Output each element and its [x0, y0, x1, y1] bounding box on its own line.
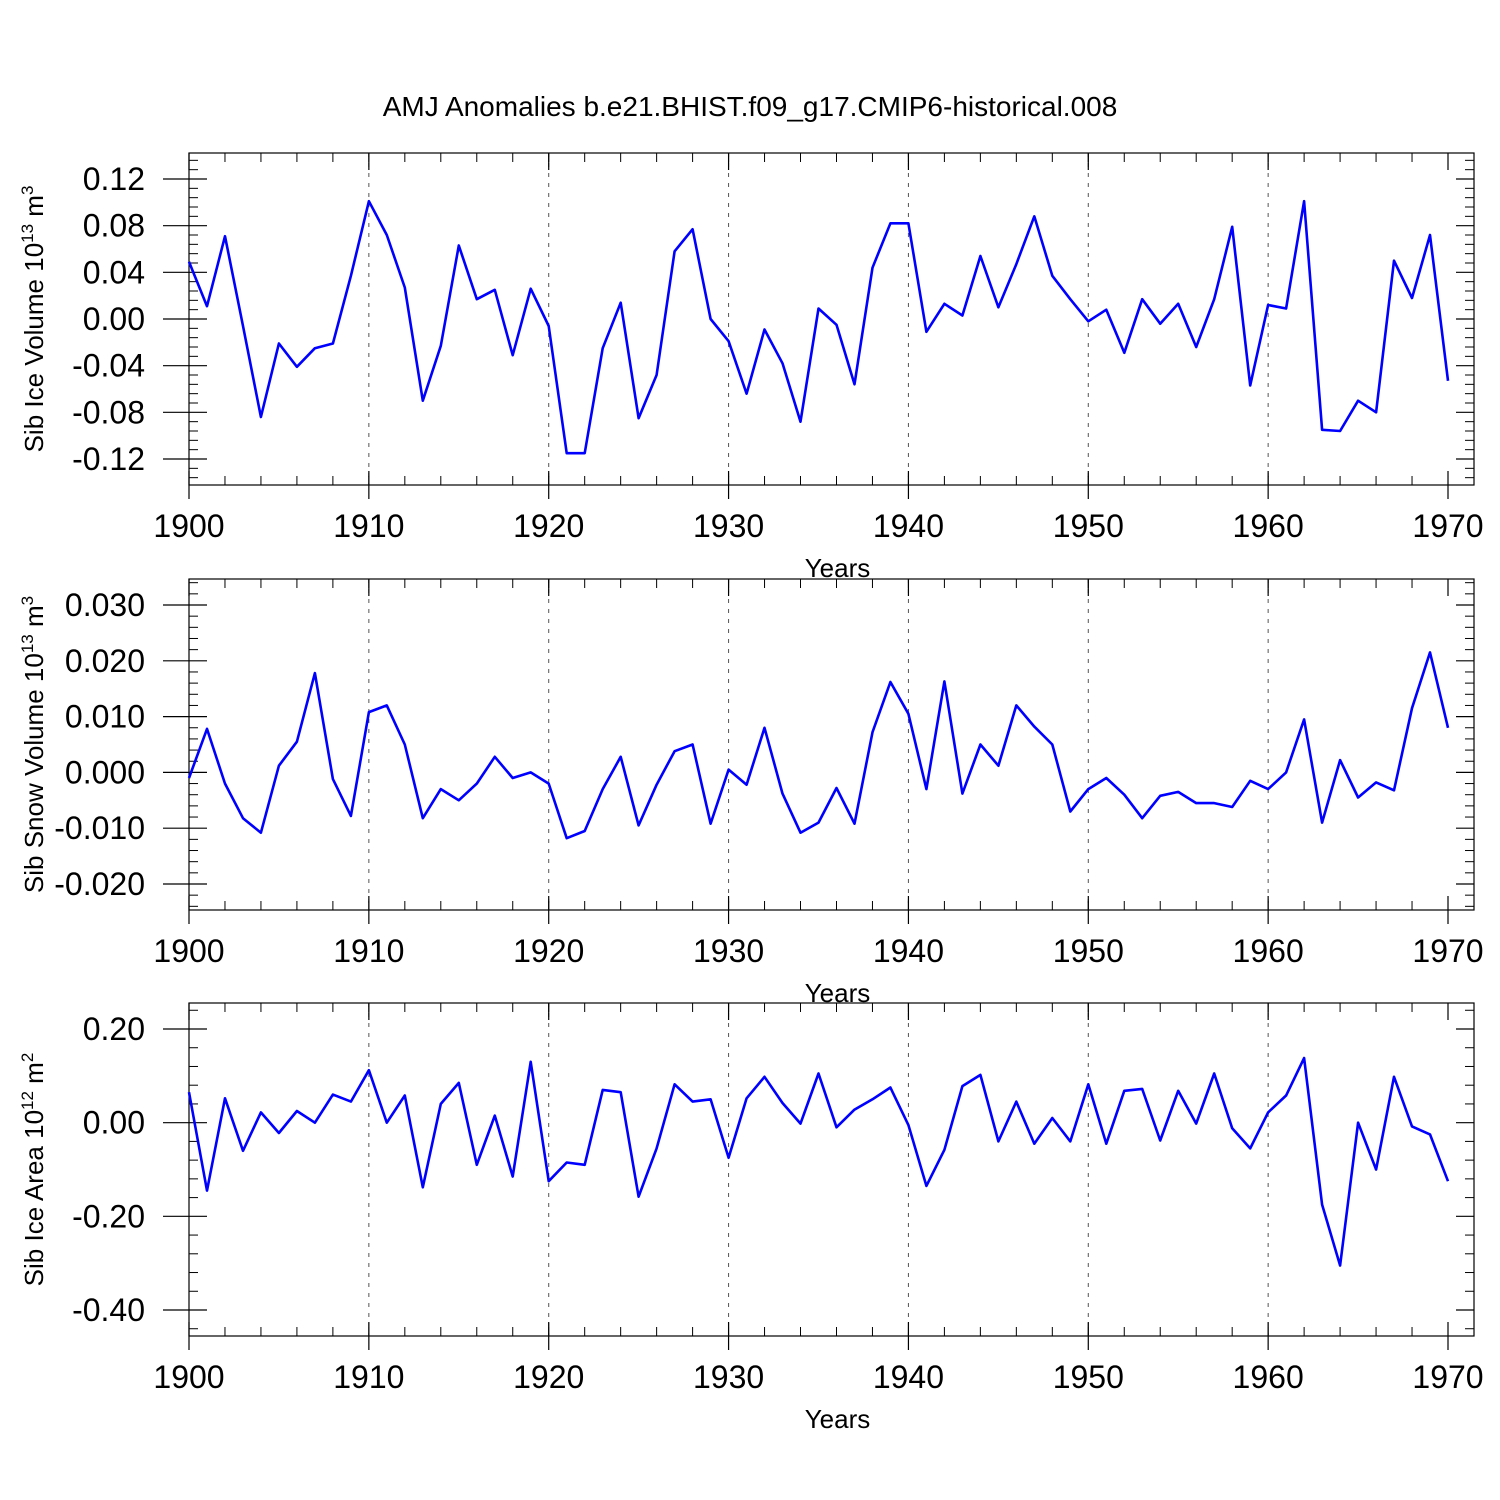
chart-panel-2: 1900 1910 1920 1930 1940 1950 1960 1970 -0.020 -0… [18, 578, 1484, 1008]
x-axis-title: Years [805, 553, 871, 583]
y-tick-label: 0.00 [83, 301, 145, 337]
x-tick-label: 1970 [1412, 508, 1483, 544]
x-tick-label: 1930 [693, 1359, 764, 1395]
chart-panel-3: 1900 1910 1920 1930 1940 1950 1960 1970 -0.40 -0.… [18, 1002, 1484, 1434]
x-tick-label: 1920 [513, 933, 584, 969]
x-tick-label: 1900 [153, 1359, 224, 1395]
y-tick-label: 0.04 [83, 254, 145, 290]
y-tick-label: 0.030 [65, 587, 145, 623]
y-tick-label: 0.08 [83, 208, 145, 244]
x-tick-label: 1910 [333, 1359, 404, 1395]
chart-panels: 1900 1910 1920 1930 1940 1950 1960 1970 -0.12 -0.… [18, 152, 1484, 1434]
y-tick-label: 0.010 [65, 699, 145, 735]
y-tick-label: -0.08 [72, 394, 145, 430]
y-tick-label: 0.000 [65, 754, 145, 790]
x-tick-label: 1970 [1412, 933, 1483, 969]
y-tick-label: 0.12 [83, 161, 145, 197]
x-tick-label: 1950 [1053, 933, 1124, 969]
series-line [187, 651, 1450, 840]
series-line [187, 1056, 1450, 1267]
figure-title: AMJ Anomalies b.e21.BHIST.f09_g17.CMIP6-… [383, 91, 1118, 122]
y-tick-label: 0.020 [65, 643, 145, 679]
x-tick-label: 1910 [333, 508, 404, 544]
x-tick-label: 1960 [1233, 933, 1304, 969]
x-tick-label: 1960 [1233, 508, 1304, 544]
x-tick-label: 1940 [873, 933, 944, 969]
x-tick-label: 1970 [1412, 1359, 1483, 1395]
x-tick-label: 1900 [153, 933, 224, 969]
y-tick-label: -0.020 [54, 866, 145, 902]
y-tick-label: -0.04 [72, 348, 145, 384]
y-tick-label: -0.20 [72, 1198, 145, 1234]
x-tick-label: 1920 [513, 1359, 584, 1395]
x-tick-label: 1940 [873, 508, 944, 544]
series-line [187, 199, 1450, 455]
x-tick-label: 1930 [693, 933, 764, 969]
y-axis-title: Sib Snow Volume 1013 m3 [18, 596, 49, 893]
x-tick-label: 1920 [513, 508, 584, 544]
y-tick-label: 0.20 [83, 1011, 145, 1047]
y-axis-title: Sib Ice Area 1012 m2 [18, 1053, 49, 1287]
x-tick-label: 1960 [1233, 1359, 1304, 1395]
y-tick-label: -0.40 [72, 1292, 145, 1328]
plot-frame [188, 1002, 1475, 1337]
x-tick-label: 1930 [693, 508, 764, 544]
plot-frame [188, 578, 1475, 911]
y-tick-label: -0.12 [72, 441, 145, 477]
x-tick-label: 1900 [153, 508, 224, 544]
chart-panel-1: 1900 1910 1920 1930 1940 1950 1960 1970 -0.12 -0.… [18, 152, 1484, 583]
y-axis-title: Sib Ice Volume 1013 m3 [18, 186, 49, 453]
y-tick-label: 0.00 [83, 1105, 145, 1141]
x-tick-label: 1910 [333, 933, 404, 969]
x-tick-label: 1950 [1053, 1359, 1124, 1395]
x-axis-title: Years [805, 1404, 871, 1434]
x-tick-label: 1940 [873, 1359, 944, 1395]
y-tick-label: -0.010 [54, 810, 145, 846]
x-tick-label: 1950 [1053, 508, 1124, 544]
